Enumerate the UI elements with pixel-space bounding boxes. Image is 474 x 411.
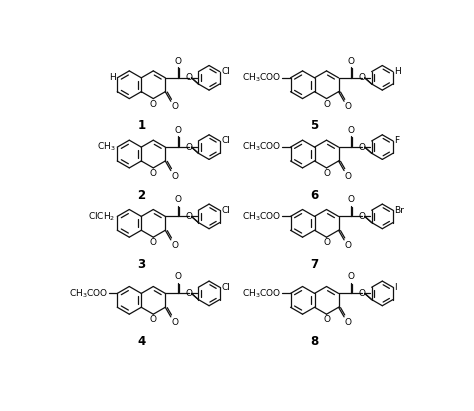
Text: O: O	[150, 169, 157, 178]
Text: O: O	[174, 57, 181, 66]
Text: O: O	[172, 241, 179, 250]
Text: O: O	[345, 318, 352, 327]
Text: H: H	[109, 73, 116, 82]
Text: H: H	[394, 67, 401, 76]
Text: ClCH$_2$: ClCH$_2$	[89, 210, 116, 223]
Text: 8: 8	[310, 335, 319, 348]
Text: Cl: Cl	[221, 283, 230, 292]
Text: O: O	[347, 196, 355, 204]
Text: O: O	[172, 172, 179, 181]
Text: O: O	[174, 126, 181, 135]
Text: O: O	[345, 102, 352, 111]
Text: O: O	[150, 315, 157, 324]
Text: O: O	[150, 238, 157, 247]
Text: CH$_3$: CH$_3$	[97, 141, 116, 153]
Text: O: O	[150, 100, 157, 109]
Text: F: F	[394, 136, 400, 145]
Text: Cl: Cl	[221, 136, 230, 145]
Text: 1: 1	[137, 119, 146, 132]
Text: I: I	[394, 283, 397, 292]
Text: O: O	[172, 318, 179, 327]
Text: O: O	[323, 238, 330, 247]
Text: Br: Br	[394, 206, 404, 215]
Text: O: O	[359, 289, 366, 298]
Text: O: O	[186, 289, 192, 298]
Text: O: O	[323, 169, 330, 178]
Text: O: O	[174, 272, 181, 282]
Text: CH$_3$COO: CH$_3$COO	[242, 141, 282, 153]
Text: O: O	[359, 143, 366, 152]
Text: O: O	[347, 126, 355, 135]
Text: 2: 2	[137, 189, 146, 202]
Text: O: O	[186, 73, 192, 82]
Text: O: O	[347, 57, 355, 66]
Text: O: O	[323, 315, 330, 324]
Text: O: O	[345, 172, 352, 181]
Text: 6: 6	[310, 189, 319, 202]
Text: 7: 7	[310, 258, 319, 271]
Text: O: O	[359, 212, 366, 221]
Text: CH$_3$COO: CH$_3$COO	[69, 287, 108, 300]
Text: Cl: Cl	[221, 206, 230, 215]
Text: 5: 5	[310, 119, 319, 132]
Text: O: O	[347, 272, 355, 282]
Text: O: O	[186, 143, 192, 152]
Text: 3: 3	[137, 258, 146, 271]
Text: O: O	[359, 73, 366, 82]
Text: 4: 4	[137, 335, 146, 348]
Text: Cl: Cl	[221, 67, 230, 76]
Text: O: O	[345, 241, 352, 250]
Text: O: O	[172, 102, 179, 111]
Text: O: O	[186, 212, 192, 221]
Text: O: O	[323, 100, 330, 109]
Text: CH$_3$COO: CH$_3$COO	[242, 287, 282, 300]
Text: CH$_3$COO: CH$_3$COO	[242, 72, 282, 84]
Text: O: O	[174, 196, 181, 204]
Text: CH$_3$COO: CH$_3$COO	[242, 210, 282, 223]
